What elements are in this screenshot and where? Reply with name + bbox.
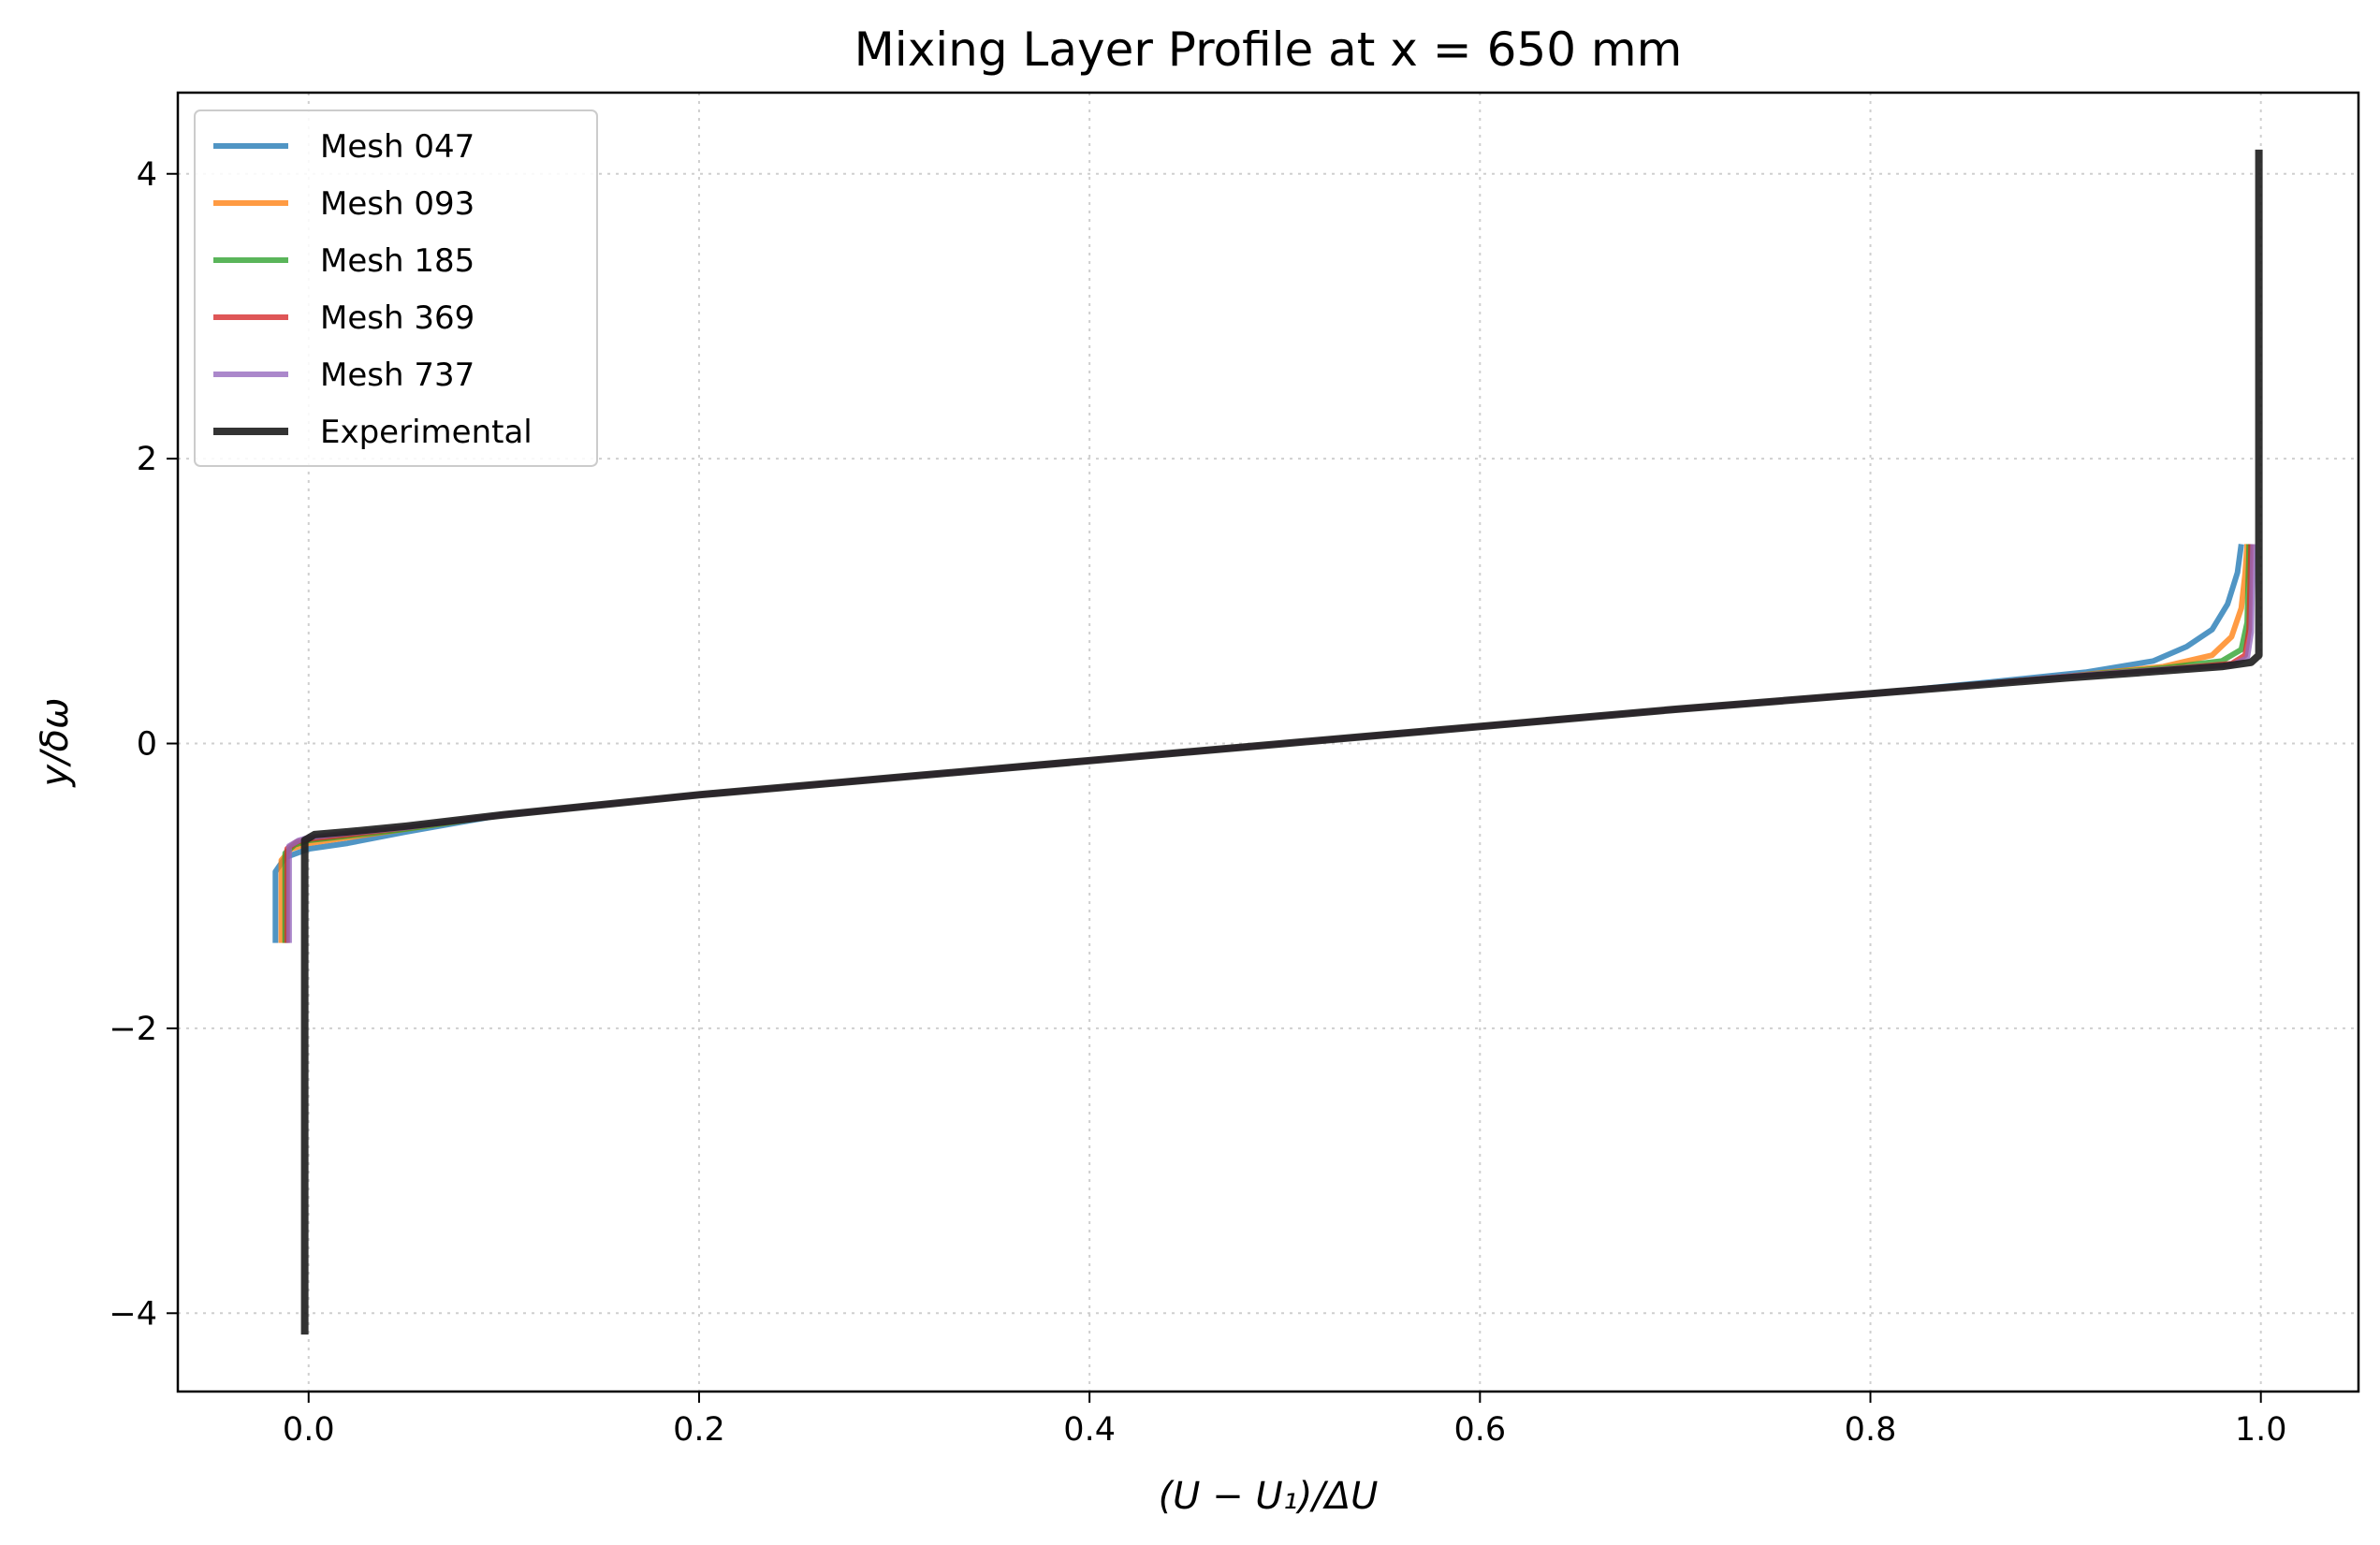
y-tick-label: −4 [109, 1295, 157, 1333]
y-tick-label: −2 [109, 1011, 157, 1048]
legend-box [194, 109, 598, 467]
x-tick-label: 1.0 [2235, 1411, 2287, 1449]
y-axis-label: y/δω [34, 697, 77, 787]
y-tick-label: 2 [137, 441, 157, 478]
series-lines [272, 149, 2263, 1335]
legend-label-mesh-737: Mesh 737 [320, 357, 475, 394]
legend-label-mesh-093: Mesh 093 [320, 185, 475, 223]
y-tick-label: 4 [137, 156, 157, 194]
legend-label-experimental: Experimental [320, 414, 533, 451]
x-tick-label: 0.4 [1063, 1411, 1116, 1449]
y-tick-label: 0 [137, 726, 157, 764]
x-tick-label: 0.8 [1845, 1411, 1897, 1449]
legend-label-mesh-369: Mesh 369 [320, 299, 475, 337]
chart-title: Mixing Layer Profile at x = 650 mm [854, 22, 1683, 77]
legend-label-mesh-047: Mesh 047 [320, 128, 475, 166]
x-tick-label: 0.6 [1453, 1411, 1506, 1449]
x-tick-label: 0.0 [283, 1411, 335, 1449]
legend: Mesh 047 Mesh 093 Mesh 185 Mesh 369 Mesh 737… [194, 109, 598, 467]
legend-label-mesh-185: Mesh 185 [320, 242, 475, 280]
x-tick-label: 0.2 [673, 1411, 725, 1449]
x-axis-label: (U − U₁)/ΔU [1159, 1475, 1379, 1518]
axis-ticks: 0.0 0.2 0.4 0.6 0.8 1.0 −4 −2 0 2 4 [109, 156, 2286, 1449]
plot-frame [176, 91, 2360, 1393]
series-line-experimental [300, 149, 2263, 1335]
